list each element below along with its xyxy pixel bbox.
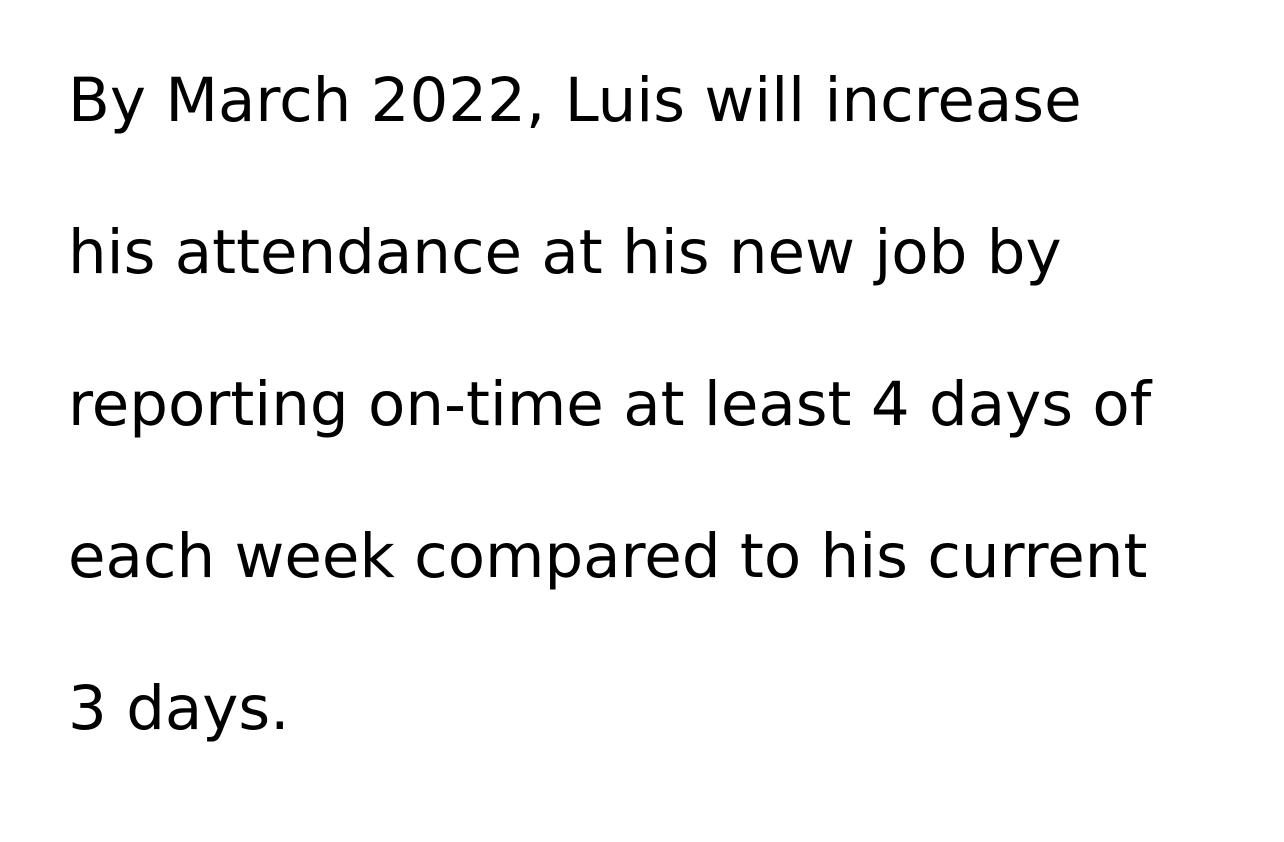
goal-line-4: each week compared to his current xyxy=(68,521,1148,592)
goal-line-3: reporting on-time at least 4 days of xyxy=(68,369,1152,440)
goal-statement: By March 2022, Luis will increase his at… xyxy=(68,66,1268,826)
goal-line-5: 3 days. xyxy=(68,673,290,744)
goal-line-1: By March 2022, Luis will increase xyxy=(68,65,1082,136)
goal-line-2: his attendance at his new job by xyxy=(68,217,1062,288)
